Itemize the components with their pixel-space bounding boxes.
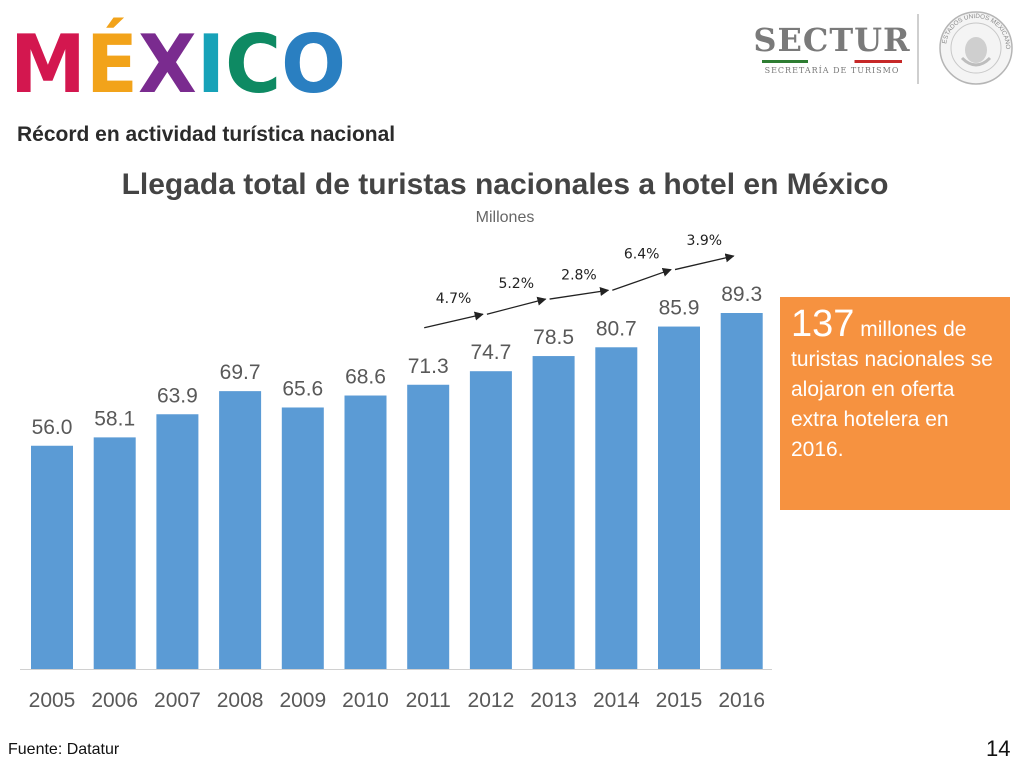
bar [720, 313, 763, 669]
growth-label: 2.8% [561, 267, 597, 283]
callout-number: 137 [791, 303, 855, 345]
value-label: 58.1 [94, 407, 135, 430]
x-tick-label: 2006 [91, 689, 138, 712]
value-label: 56.0 [32, 416, 73, 439]
callout-box: 137 millones de turistas nacionales se a… [780, 297, 1010, 510]
x-tick-label: 2010 [342, 689, 389, 712]
chart-title: Llegada total de turistas nacionales a h… [121, 168, 889, 201]
logo-letter: O [281, 18, 346, 102]
logo-letter: I [197, 18, 225, 102]
logo-letter: É [86, 17, 138, 102]
svg-text:MÉXICO: MÉXICO [10, 17, 346, 102]
bar [595, 347, 638, 669]
bar [344, 395, 387, 669]
sectur-name: SECTUR [753, 21, 911, 59]
value-label: 74.7 [470, 341, 511, 364]
page-number: 14 [986, 736, 1011, 761]
growth-label: 5.2% [498, 276, 534, 292]
header-divider [917, 14, 919, 84]
value-label: 89.3 [721, 283, 762, 306]
value-label: 85.9 [659, 297, 700, 320]
growth-arrow [549, 286, 610, 300]
growth-arrow [424, 311, 484, 329]
x-tick-label: 2014 [593, 689, 640, 712]
x-tick-label: 2016 [718, 689, 765, 712]
bar [219, 391, 262, 669]
value-label: 63.9 [157, 384, 198, 407]
logo-letter: C [225, 18, 281, 102]
source-note: Fuente: Datatur [8, 741, 120, 758]
growth-label: 6.4% [624, 247, 660, 263]
x-tick-label: 2009 [279, 689, 326, 712]
x-tick-label: 2008 [217, 689, 264, 712]
bar [469, 371, 512, 669]
growth-arrow [486, 296, 547, 315]
x-tick-label: 2013 [530, 689, 577, 712]
value-label: 78.5 [533, 326, 574, 349]
slide-subtitle: Récord en actividad turística nacional [17, 123, 396, 146]
growth-arrow [612, 267, 672, 291]
logo-letter: X [138, 18, 197, 102]
bar [156, 414, 199, 669]
growth-label: 3.9% [687, 233, 723, 249]
bar [407, 384, 450, 669]
x-tick-label: 2007 [154, 689, 201, 712]
bar [281, 407, 324, 669]
callout-text: millones de turistas nacionales se aloja… [791, 318, 993, 461]
x-tick-label: 2015 [656, 689, 703, 712]
bar [658, 326, 700, 669]
value-label: 80.7 [596, 317, 637, 340]
mexico-logo: MÉXICO [10, 17, 346, 102]
bar-chart: 56.0 2005 58.1 2006 63.9 2007 69.7 2008 65.6 2009… [20, 233, 772, 712]
growth-arrow [674, 253, 735, 271]
bar [93, 437, 136, 669]
chart-units: Millones [475, 209, 535, 226]
sectur-logo: SECTUR SECRETARÍA DE TURISMO [752, 22, 912, 82]
value-label: 68.6 [345, 366, 386, 389]
value-label: 71.3 [408, 355, 449, 378]
sectur-flag-bar [762, 60, 902, 63]
growth-label: 4.7% [436, 291, 472, 307]
x-tick-label: 2012 [468, 689, 515, 712]
x-tick-label: 2005 [29, 689, 76, 712]
sectur-subtitle: SECRETARÍA DE TURISMO [764, 66, 900, 75]
bar [532, 356, 575, 669]
value-label: 69.7 [220, 361, 261, 384]
logo-letter: M [10, 18, 86, 102]
national-seal-icon: ESTADOS UNIDOS MEXICANOS [938, 10, 1013, 85]
x-tick-label: 2011 [406, 689, 451, 712]
bar [31, 445, 73, 669]
value-label: 65.6 [282, 377, 323, 400]
